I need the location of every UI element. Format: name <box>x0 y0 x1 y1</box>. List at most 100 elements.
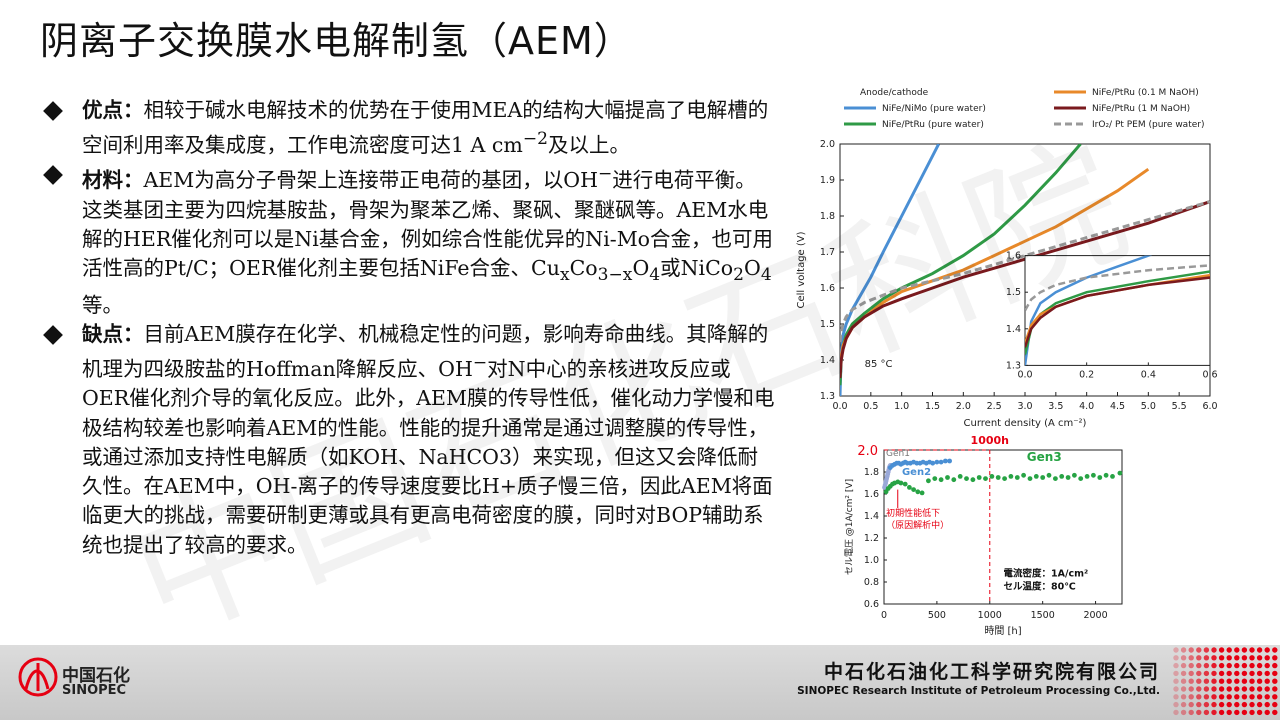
data-point <box>983 476 988 481</box>
dot <box>1249 647 1255 653</box>
dot <box>1256 701 1263 708</box>
dot <box>1256 678 1263 684</box>
legend-label: NiFe/NiMo (pure water) <box>882 104 986 114</box>
dot <box>1211 670 1217 677</box>
dot <box>1241 678 1248 684</box>
x-tick-label: 2.0 <box>956 401 971 412</box>
dot <box>1211 701 1217 708</box>
vline-label: 1000h <box>971 434 1009 447</box>
dot <box>1196 709 1202 716</box>
dot <box>1180 686 1187 692</box>
legend-item: NiFe/PtRu (pure water) <box>844 120 984 130</box>
legend-item: NiFe/PtRu (1 M NaOH) <box>1054 104 1190 114</box>
bullet-label: 优点： <box>82 98 144 122</box>
dot <box>1196 678 1202 684</box>
y-tick-label: 1.6 <box>820 283 835 294</box>
dot <box>1218 678 1225 684</box>
x-tick-label: 0 <box>881 610 887 621</box>
data-point <box>1117 470 1123 476</box>
y-tick-label: 1.5 <box>820 319 835 330</box>
dot <box>1173 647 1179 653</box>
dot <box>1256 686 1263 692</box>
x-tick-label: 5.0 <box>1141 401 1156 412</box>
y-tick-label: 1.4 <box>820 355 835 366</box>
data-point <box>902 481 908 487</box>
y-tick-label: 1.7 <box>820 247 835 258</box>
x-tick-label: 4.5 <box>1110 401 1125 412</box>
dot <box>1173 701 1179 708</box>
data-point <box>938 477 944 483</box>
dot <box>1272 701 1278 708</box>
dot <box>1249 678 1255 684</box>
dot <box>1234 647 1240 653</box>
legend-label: NiFe/PtRu (0.1 M NaOH) <box>1092 88 1199 98</box>
series-line <box>840 200 1210 343</box>
bullet-advantages: 优点：相较于碱水电解技术的优势在于使用MEA的结构大幅提高了电解槽的空间利用率及… <box>40 96 775 160</box>
dot <box>1180 655 1187 661</box>
legend-label: IrO₂/ Pt PEM (pure water) <box>1092 120 1204 130</box>
dot <box>1211 678 1217 684</box>
x-tick-label: 6.0 <box>1202 401 1217 412</box>
red-dot-pattern-icon <box>1173 647 1278 716</box>
dot <box>1264 678 1270 684</box>
data-point <box>945 475 950 480</box>
legend-label: NiFe/PtRu (pure water) <box>882 120 984 130</box>
x-tick-label: 5.5 <box>1172 401 1187 412</box>
data-point <box>947 458 952 464</box>
dot <box>1203 670 1210 677</box>
dot <box>1264 701 1270 708</box>
dot <box>1249 694 1255 700</box>
data-point <box>1091 472 1096 478</box>
dot <box>1264 655 1270 661</box>
series-label-gen2: Gen2 <box>902 467 931 478</box>
dot <box>1218 709 1225 716</box>
inset-y-tick-label: 1.5 <box>1006 287 1021 298</box>
dot <box>1226 647 1232 653</box>
y-tick-label: 1.8 <box>820 211 835 222</box>
dot <box>1218 655 1225 661</box>
data-point <box>970 477 976 483</box>
dot <box>1241 686 1248 692</box>
x-tick-label: 1.5 <box>925 401 940 412</box>
dot <box>1173 655 1179 661</box>
org-name-cn: 中石化石油化工科学研究院有限公司 <box>823 661 1160 683</box>
y-tick-label: 1.4 <box>864 511 879 522</box>
data-point <box>930 460 936 466</box>
dot <box>1211 686 1217 692</box>
bullet-disadvantages: 缺点：目前AEM膜存在化学、机械稳定性的问题，影响寿命曲线。其降解的机理为四级胺… <box>40 320 775 560</box>
y-axis-label: Cell voltage (V) <box>796 231 807 308</box>
x-tick-label: 4.0 <box>1079 401 1094 412</box>
dot <box>1264 670 1270 677</box>
data-point <box>1014 475 1020 480</box>
dot <box>1241 694 1248 700</box>
dot <box>1272 655 1278 661</box>
x-tick-label: 0.0 <box>832 401 847 412</box>
inset-series-line <box>1025 264 1210 312</box>
dot <box>1180 647 1187 653</box>
dot <box>1188 701 1194 708</box>
dot <box>1188 662 1194 669</box>
data-point <box>934 459 940 465</box>
data-point <box>1059 474 1065 479</box>
note-text: 初期性能低下 <box>886 507 940 519</box>
dot <box>1226 709 1232 716</box>
data-point <box>951 477 957 483</box>
y-tick-label: 1.9 <box>820 175 835 186</box>
dot <box>1173 662 1179 669</box>
data-point <box>1065 475 1071 480</box>
dot <box>1180 678 1187 684</box>
polarization-chart: 0.0 0.5 1.0 1.5 2.0 2.5 3.0 3.5 4.0 4.5 5.0 5.5 6.0 1… <box>796 88 1218 428</box>
data-point <box>911 487 916 492</box>
legend-item: NiFe/NiMo (pure water) <box>844 104 986 114</box>
logo-cn: 中国石化 <box>62 666 130 686</box>
data-point <box>1103 472 1109 478</box>
y-tick-label: 1.3 <box>820 391 835 402</box>
dot <box>1256 694 1263 700</box>
x-axis-label: 時間 [h] <box>984 625 1021 637</box>
data-point <box>1084 474 1090 479</box>
data-point <box>919 490 925 496</box>
legend-title: Anode/cathode <box>860 88 929 98</box>
inset-x-tick-label: 0.0 <box>1017 369 1032 380</box>
x-tick-label: 0.5 <box>863 401 878 412</box>
data-point <box>915 489 921 495</box>
